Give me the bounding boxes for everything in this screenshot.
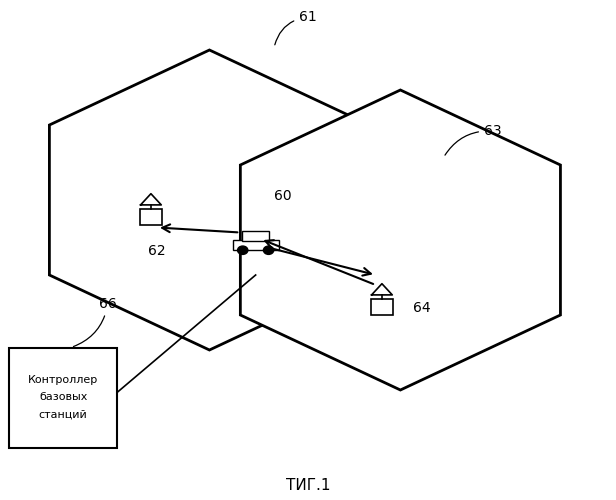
Text: 62: 62: [148, 244, 166, 258]
Text: ΤИГ.1: ΤИГ.1: [286, 478, 330, 492]
Text: 63: 63: [445, 124, 501, 155]
Polygon shape: [49, 50, 370, 350]
Circle shape: [238, 246, 248, 254]
Bar: [242, 232, 269, 241]
Text: 66: 66: [73, 296, 116, 346]
Circle shape: [264, 246, 274, 254]
Text: 64: 64: [413, 302, 431, 316]
Bar: [371, 299, 393, 314]
Bar: [233, 240, 279, 250]
Text: 61: 61: [275, 10, 317, 45]
Text: Контроллер
базовых
станций: Контроллер базовых станций: [28, 376, 99, 420]
Text: 60: 60: [274, 189, 292, 203]
Polygon shape: [240, 90, 561, 390]
Bar: [140, 209, 162, 224]
Bar: [9, 348, 117, 448]
